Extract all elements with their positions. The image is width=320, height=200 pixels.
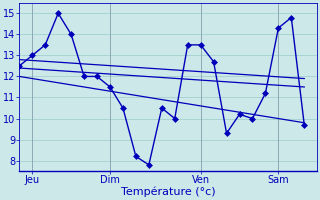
X-axis label: Température (°c): Température (°c) xyxy=(121,187,216,197)
